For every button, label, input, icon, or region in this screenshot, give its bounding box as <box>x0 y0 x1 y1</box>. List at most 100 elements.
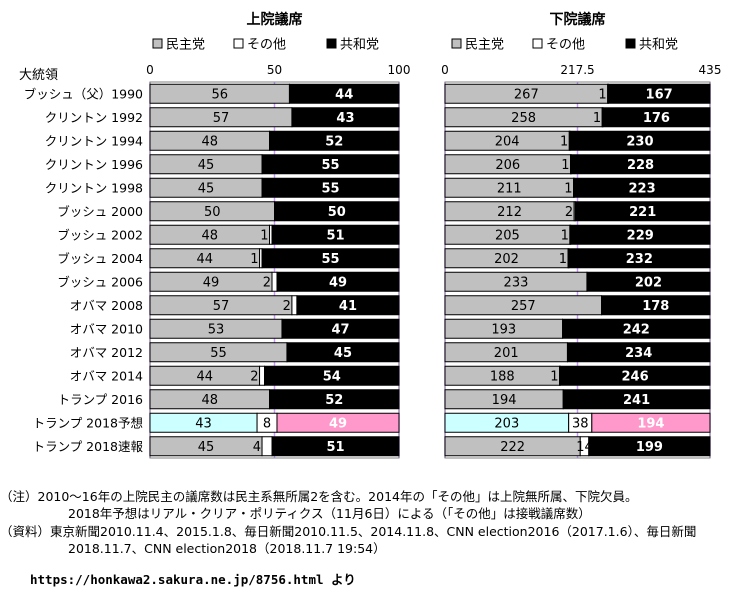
value-label-other-1-4: 1 <box>564 181 572 196</box>
bar-rep-0-0 <box>288 83 400 104</box>
category-label-9: オバマ 2008 <box>70 298 143 313</box>
category-label-14: トランプ 2018予想 <box>33 415 143 430</box>
value-label-rep-1-10: 242 <box>623 322 650 337</box>
value-label-other-0-12: 2 <box>250 369 258 384</box>
value-label-other-0-9: 2 <box>283 299 291 314</box>
value-label-rep-1-4: 223 <box>629 181 656 196</box>
bar-rep-1-9 <box>601 295 711 316</box>
bar-rep-0-14 <box>276 412 400 433</box>
source-url[interactable]: https://honkawa2.sakura.ne.jp/8756.html <box>30 572 324 587</box>
category-label-6: ブッシュ 2002 <box>57 227 143 242</box>
category-label-15: トランプ 2018速報 <box>33 439 144 454</box>
value-label-other-1-5: 2 <box>565 205 573 220</box>
category-label-1: クリントン 1992 <box>45 110 143 125</box>
bar-rep-1-6 <box>569 224 711 245</box>
value-label-dem-1-12: 188 <box>490 369 515 384</box>
legend-label-other-1: その他 <box>546 38 585 53</box>
value-label-rep-0-7: 55 <box>321 252 339 267</box>
value-label-rep-1-11: 234 <box>625 346 652 361</box>
x-tick-label-0-1: 50 <box>267 63 282 77</box>
legend-swatch-other-0 <box>233 38 244 49</box>
plot-frame-1 <box>444 81 711 459</box>
bar-rep-0-15 <box>271 436 400 457</box>
bar-rep-1-7 <box>568 248 711 269</box>
value-label-other-1-14: 38 <box>572 416 589 431</box>
bar-rep-0-10 <box>281 318 400 339</box>
x-tick-label-1-1: 217.5 <box>560 63 594 77</box>
legend-label-dem-0: 民主党 <box>166 38 205 53</box>
x-tick-label-0-2: 100 <box>388 63 411 77</box>
value-label-dem-1-9: 257 <box>511 299 536 314</box>
value-label-rep-0-8: 49 <box>329 275 347 290</box>
value-label-dem-1-14: 203 <box>494 416 519 431</box>
bar-other-0-15 <box>261 436 273 457</box>
value-label-other-1-12: 1 <box>550 369 558 384</box>
value-label-rep-1-0: 167 <box>646 87 673 102</box>
bar-rep-1-3 <box>570 154 711 175</box>
bar-other-0-8 <box>271 271 278 292</box>
bar-rep-0-9 <box>296 295 400 316</box>
bar-rep-1-14 <box>591 412 711 433</box>
value-label-rep-1-15: 199 <box>636 440 663 455</box>
value-label-dem-1-1: 258 <box>511 111 536 126</box>
value-label-dem-1-8: 233 <box>504 275 529 290</box>
value-label-other-0-6: 1 <box>260 228 268 243</box>
value-label-dem-0-3: 45 <box>198 158 215 173</box>
bar-other-0-9 <box>291 295 298 316</box>
value-label-dem-1-10: 193 <box>491 322 516 337</box>
value-label-other-1-0: 1 <box>598 87 606 102</box>
axis-header-president: 大統領 <box>19 67 58 83</box>
value-label-rep-1-9: 178 <box>642 299 669 314</box>
value-label-rep-1-7: 232 <box>626 252 653 267</box>
value-label-other-0-8: 2 <box>263 275 271 290</box>
bar-rep-1-13 <box>562 389 711 410</box>
value-label-dem-1-7: 202 <box>494 252 519 267</box>
value-label-dem-0-4: 45 <box>198 181 215 196</box>
note-line-1: （注）2010～16年の上院民主の議席数は民主系無所属2を含む。2014年の「そ… <box>0 489 638 504</box>
value-label-rep-0-14: 49 <box>329 416 347 431</box>
bar-rep-0-7 <box>261 248 400 269</box>
source-credit: https://honkawa2.sakura.ne.jp/8756.html … <box>30 569 356 588</box>
category-label-5: ブッシュ 2000 <box>57 204 143 219</box>
source-suffix: より <box>331 572 356 587</box>
value-label-rep-1-8: 202 <box>635 275 662 290</box>
bar-rep-1-2 <box>569 130 711 151</box>
value-label-dem-1-0: 267 <box>514 87 539 102</box>
panel-title-0: 上院議席 <box>247 11 303 28</box>
value-label-dem-0-11: 55 <box>210 346 227 361</box>
value-label-dem-1-2: 204 <box>495 134 520 149</box>
value-label-rep-0-12: 54 <box>323 369 341 384</box>
value-label-dem-1-3: 206 <box>495 158 520 173</box>
bar-rep-0-13 <box>269 389 400 410</box>
value-label-rep-1-6: 229 <box>627 228 654 243</box>
value-label-rep-1-13: 241 <box>623 393 650 408</box>
category-label-11: オバマ 2012 <box>70 345 143 360</box>
legend-label-rep-0: 共和党 <box>340 38 379 53</box>
value-label-rep-0-1: 43 <box>336 111 354 126</box>
bar-rep-0-4 <box>261 177 400 198</box>
bar-rep-0-12 <box>264 365 400 386</box>
bar-rep-0-6 <box>271 224 400 245</box>
value-label-rep-1-1: 176 <box>643 111 670 126</box>
category-label-7: ブッシュ 2004 <box>57 251 143 266</box>
value-label-other-0-14: 8 <box>263 416 271 431</box>
value-label-other-1-15: 14 <box>576 440 593 455</box>
value-label-dem-0-8: 49 <box>203 275 220 290</box>
bar-rep-0-3 <box>261 154 400 175</box>
legend-swatch-rep-1 <box>625 38 636 49</box>
legend-swatch-rep-0 <box>326 38 337 49</box>
bar-rep-0-5 <box>274 201 400 222</box>
category-label-12: オバマ 2014 <box>70 368 143 383</box>
value-label-dem-0-15: 45 <box>198 440 215 455</box>
bar-rep-1-11 <box>566 342 711 363</box>
value-label-dem-1-15: 222 <box>500 440 525 455</box>
value-label-other-0-7: 1 <box>250 252 258 267</box>
value-label-rep-0-9: 41 <box>339 299 357 314</box>
legend-swatch-dem-0 <box>152 38 163 49</box>
bar-rep-0-2 <box>269 130 400 151</box>
bar-other-0-12 <box>259 365 266 386</box>
category-label-0: ブッシュ（父）1990 <box>24 86 143 101</box>
value-label-rep-0-2: 52 <box>325 134 343 149</box>
value-label-dem-1-4: 211 <box>497 181 522 196</box>
